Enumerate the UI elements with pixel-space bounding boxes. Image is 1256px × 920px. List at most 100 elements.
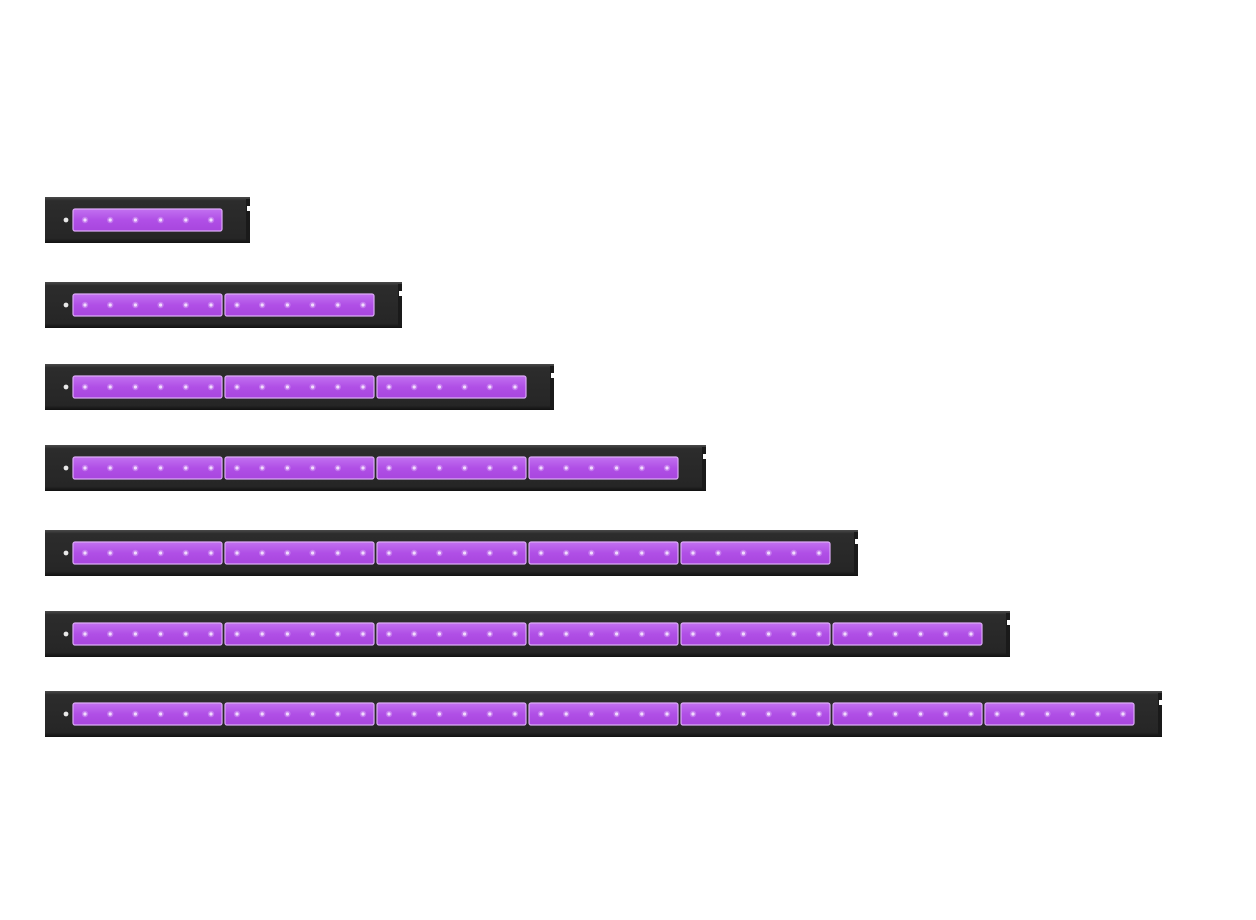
- uv-panel: [680, 541, 831, 565]
- led: [995, 712, 999, 716]
- led: [893, 712, 898, 716]
- led: [361, 466, 365, 470]
- uv-panel: [72, 456, 223, 480]
- uv-panel: [832, 622, 983, 646]
- led-glow: [334, 630, 341, 638]
- led-glow: [309, 549, 316, 557]
- led-glow: [638, 549, 645, 557]
- led-glow: [411, 464, 418, 472]
- led-glow: [233, 549, 241, 557]
- led: [311, 385, 315, 389]
- led: [361, 385, 365, 389]
- uv-panel: [72, 208, 223, 232]
- led: [285, 385, 289, 389]
- led: [463, 551, 467, 555]
- led-glow: [233, 630, 241, 638]
- led-glow: [765, 630, 772, 638]
- led-glow: [157, 383, 164, 391]
- led-glow: [867, 710, 874, 718]
- led: [387, 632, 391, 636]
- end-notch: [247, 206, 250, 211]
- led: [336, 551, 340, 555]
- led-glow: [182, 630, 189, 638]
- led-glow: [334, 464, 341, 472]
- led-glow: [233, 383, 241, 391]
- led: [260, 712, 264, 716]
- led-glow: [334, 710, 341, 718]
- led-glow: [411, 630, 418, 638]
- uv-panel: [528, 702, 679, 726]
- led-glow: [81, 383, 89, 391]
- led: [919, 632, 923, 636]
- led-glow: [461, 383, 468, 391]
- led-glow: [81, 549, 89, 557]
- led: [108, 385, 112, 389]
- led: [336, 303, 340, 307]
- led: [767, 632, 771, 636]
- led: [437, 712, 441, 716]
- led: [361, 551, 365, 555]
- led-glow: [486, 464, 493, 472]
- led: [564, 712, 568, 716]
- uv-panel: [680, 622, 831, 646]
- led-glow: [511, 710, 519, 718]
- led-glow: [461, 630, 468, 638]
- led-glow: [207, 216, 215, 224]
- led: [108, 551, 112, 555]
- led-glow: [411, 549, 418, 557]
- led-glow: [537, 630, 545, 638]
- led: [133, 551, 137, 555]
- led: [463, 712, 467, 716]
- led-glow: [107, 464, 114, 472]
- led: [1045, 712, 1049, 716]
- indicator-dot: [63, 631, 69, 637]
- led: [615, 466, 619, 470]
- led: [691, 632, 695, 636]
- led: [83, 303, 87, 307]
- uv-panel: [528, 456, 679, 480]
- led-glow: [334, 301, 341, 309]
- led-glow: [359, 630, 367, 638]
- led: [235, 385, 239, 389]
- led: [83, 218, 87, 222]
- led-glow: [511, 464, 519, 472]
- indicator-dot: [63, 550, 69, 556]
- led-glow: [689, 710, 697, 718]
- led: [159, 466, 163, 470]
- led-glow: [309, 383, 316, 391]
- led: [589, 712, 594, 716]
- led: [741, 551, 746, 555]
- led: [184, 303, 188, 307]
- indicator-dot: [63, 384, 69, 390]
- end-notch: [399, 291, 402, 296]
- led: [589, 551, 594, 555]
- led-glow: [107, 383, 114, 391]
- led: [159, 385, 163, 389]
- led-glow: [334, 383, 341, 391]
- led-glow: [132, 383, 139, 391]
- led-glow: [132, 710, 139, 718]
- uv-panel: [224, 375, 375, 399]
- uv-panel: [376, 456, 527, 480]
- led: [285, 303, 289, 307]
- led-glow: [765, 710, 772, 718]
- led: [944, 712, 948, 716]
- led: [1096, 712, 1100, 716]
- led-glow: [107, 301, 114, 309]
- led: [412, 632, 416, 636]
- led: [564, 466, 568, 470]
- led-glow: [207, 710, 215, 718]
- end-cap: [1006, 613, 1010, 655]
- led-glow: [1019, 710, 1026, 718]
- led: [868, 712, 872, 716]
- led-glow: [284, 630, 291, 638]
- led-glow: [284, 383, 291, 391]
- led: [513, 466, 517, 470]
- led-glow: [537, 549, 545, 557]
- led: [361, 712, 365, 716]
- led: [1071, 712, 1075, 716]
- led: [665, 466, 669, 470]
- led: [741, 712, 746, 716]
- led-glow: [486, 710, 493, 718]
- led-glow: [892, 630, 899, 638]
